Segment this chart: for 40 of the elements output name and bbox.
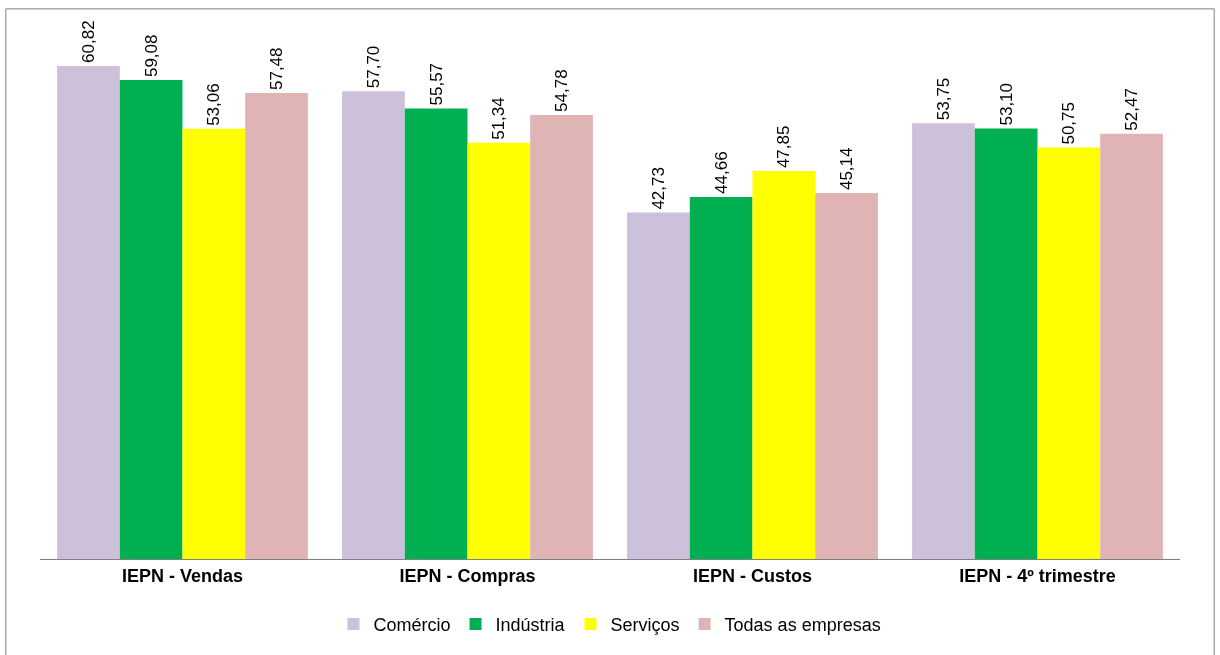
data-label: 55,57	[426, 62, 446, 106]
data-label: 44,66	[711, 151, 731, 194]
bar	[404, 108, 468, 559]
data-label: 50,75	[1059, 102, 1079, 145]
data-label: 57,70	[363, 45, 383, 89]
data-label: 57,48	[267, 47, 287, 91]
bar	[689, 196, 753, 559]
x-tick-label: IEPN - 4º trimestre	[959, 565, 1116, 586]
bar	[119, 80, 183, 559]
bar	[815, 193, 878, 559]
x-tick-label: IEPN - Custos	[692, 565, 813, 586]
bar	[57, 65, 120, 559]
data-label: 47,85	[774, 125, 794, 169]
data-label: 60,82	[78, 20, 98, 63]
legend-label: Comércio	[373, 614, 451, 635]
bar	[467, 142, 531, 559]
bar	[1100, 133, 1163, 559]
bar	[752, 171, 816, 559]
bar	[245, 93, 308, 559]
data-label: 45,14	[837, 147, 857, 191]
legend-label: Todas as empresas	[724, 614, 881, 635]
data-label: 53,10	[996, 82, 1016, 126]
bar	[342, 91, 405, 559]
data-label: 53,75	[933, 77, 953, 121]
legend-label: Serviços	[610, 614, 680, 635]
bar	[1037, 147, 1101, 559]
x-tick-label: IEPN - Compras	[399, 565, 536, 586]
bar	[912, 123, 975, 559]
data-label: 53,06	[204, 83, 224, 126]
bar	[974, 128, 1038, 559]
bar	[627, 212, 690, 559]
bar	[182, 128, 246, 559]
data-label: 42,73	[648, 167, 668, 210]
bar	[530, 114, 593, 559]
data-label: 51,34	[489, 97, 509, 140]
data-label: 52,47	[1122, 88, 1142, 131]
x-tick-label: IEPN - Vendas	[121, 565, 244, 586]
data-label: 54,78	[552, 69, 572, 112]
data-label: 59,08	[141, 34, 161, 78]
legend-label: Indústria	[495, 614, 566, 635]
